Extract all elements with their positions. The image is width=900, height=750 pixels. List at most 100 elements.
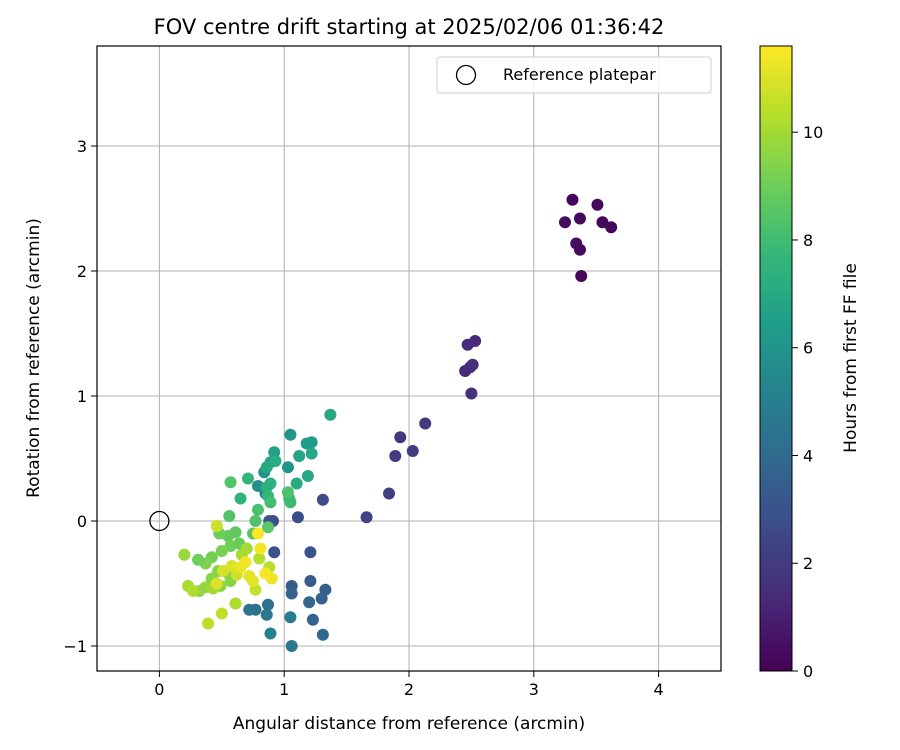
data-point bbox=[254, 542, 267, 555]
data-point bbox=[251, 527, 264, 540]
data-point bbox=[419, 417, 432, 430]
data-point bbox=[596, 216, 609, 229]
data-point bbox=[290, 477, 303, 490]
data-point bbox=[389, 450, 402, 462]
data-point bbox=[605, 221, 618, 234]
data-point bbox=[251, 503, 264, 516]
data-point bbox=[306, 613, 319, 626]
x-tick-label: 4 bbox=[654, 680, 664, 699]
colorbar-tick-label: 2 bbox=[803, 554, 813, 573]
data-point bbox=[566, 193, 579, 206]
data-point bbox=[360, 511, 373, 524]
colorbar-tick-label: 6 bbox=[803, 339, 813, 358]
legend-label: Reference platepar bbox=[503, 65, 656, 84]
y-axis-label: Rotation from reference (arcmin) bbox=[24, 218, 44, 498]
data-point bbox=[316, 628, 329, 641]
data-point bbox=[260, 608, 273, 621]
data-point bbox=[215, 607, 228, 620]
data-point bbox=[284, 611, 297, 624]
data-point bbox=[268, 546, 281, 559]
data-point bbox=[285, 640, 298, 652]
data-point bbox=[202, 617, 215, 630]
y-tick-label: 1 bbox=[77, 387, 87, 406]
data-point bbox=[247, 575, 259, 587]
data-point bbox=[269, 455, 282, 467]
y-tick-label: −1 bbox=[63, 637, 87, 656]
x-tick-label: 3 bbox=[529, 680, 539, 699]
legend-box bbox=[436, 56, 712, 94]
legend-marker-icon bbox=[455, 64, 477, 86]
y-axis-ticks: −1 0 1 2 3 bbox=[63, 137, 97, 656]
data-point bbox=[234, 492, 247, 505]
x-tick-label: 1 bbox=[279, 680, 289, 699]
colorbar-tick-label: 8 bbox=[803, 231, 813, 250]
data-point bbox=[249, 515, 262, 527]
x-tick-label: 0 bbox=[154, 680, 164, 699]
data-point bbox=[259, 567, 272, 580]
data-points bbox=[149, 193, 618, 652]
colorbar-bar bbox=[759, 45, 793, 672]
colorbar-ticks: 0 2 4 6 8 10 bbox=[792, 123, 823, 681]
data-point bbox=[242, 472, 255, 485]
x-axis-ticks: 0 1 2 3 4 bbox=[154, 671, 664, 699]
data-point bbox=[575, 270, 588, 282]
data-point bbox=[281, 461, 294, 474]
data-point bbox=[304, 546, 317, 559]
data-point bbox=[261, 598, 274, 611]
data-point bbox=[210, 520, 223, 532]
data-point bbox=[223, 510, 236, 522]
data-point bbox=[285, 587, 298, 600]
colorbar-tick-label: 10 bbox=[803, 123, 823, 142]
data-point bbox=[315, 592, 328, 605]
x-axis-label: Angular distance from reference (arcmin) bbox=[233, 714, 585, 734]
data-point bbox=[573, 243, 586, 256]
data-point bbox=[394, 431, 407, 444]
data-point bbox=[461, 338, 474, 351]
data-point bbox=[406, 445, 419, 457]
data-point bbox=[268, 446, 281, 459]
data-point bbox=[253, 552, 266, 565]
reference-platepar-marker bbox=[149, 510, 170, 532]
data-point bbox=[559, 216, 571, 229]
data-point bbox=[192, 553, 205, 566]
data-point bbox=[293, 450, 306, 462]
data-point bbox=[300, 437, 313, 450]
data-point bbox=[217, 565, 230, 577]
data-point bbox=[291, 511, 304, 524]
data-point bbox=[260, 461, 273, 474]
y-tick-label: 3 bbox=[77, 137, 87, 156]
data-point bbox=[465, 387, 478, 400]
data-point bbox=[243, 603, 256, 616]
data-point bbox=[260, 481, 273, 494]
data-point bbox=[215, 545, 228, 557]
data-point bbox=[459, 365, 472, 377]
data-point bbox=[264, 627, 277, 640]
legend: Reference platepar bbox=[436, 56, 712, 94]
data-point bbox=[284, 428, 297, 441]
data-point bbox=[324, 408, 337, 421]
data-point bbox=[224, 540, 237, 552]
data-point bbox=[178, 548, 191, 561]
data-point bbox=[261, 521, 274, 534]
data-point bbox=[281, 486, 294, 499]
chart-title: FOV centre drift starting at 2025/02/06 … bbox=[154, 15, 665, 39]
data-point bbox=[305, 447, 318, 460]
data-point bbox=[229, 597, 242, 610]
data-point bbox=[224, 476, 237, 489]
data-point bbox=[264, 496, 277, 509]
data-point bbox=[304, 575, 317, 587]
data-point bbox=[284, 496, 297, 509]
grid bbox=[97, 46, 721, 671]
y-tick-label: 2 bbox=[77, 262, 87, 281]
y-tick-label: 0 bbox=[77, 512, 87, 531]
colorbar-tick-label: 4 bbox=[803, 446, 813, 465]
data-point bbox=[301, 470, 314, 482]
colorbar: 0 2 4 6 8 10 Hours from first FF file bbox=[759, 45, 861, 681]
colorbar-label: Hours from first FF file bbox=[841, 263, 861, 453]
data-point bbox=[210, 577, 223, 590]
colorbar-tick-label: 0 bbox=[803, 662, 813, 681]
data-point bbox=[239, 556, 252, 569]
data-point bbox=[591, 198, 604, 211]
data-point bbox=[187, 585, 200, 597]
